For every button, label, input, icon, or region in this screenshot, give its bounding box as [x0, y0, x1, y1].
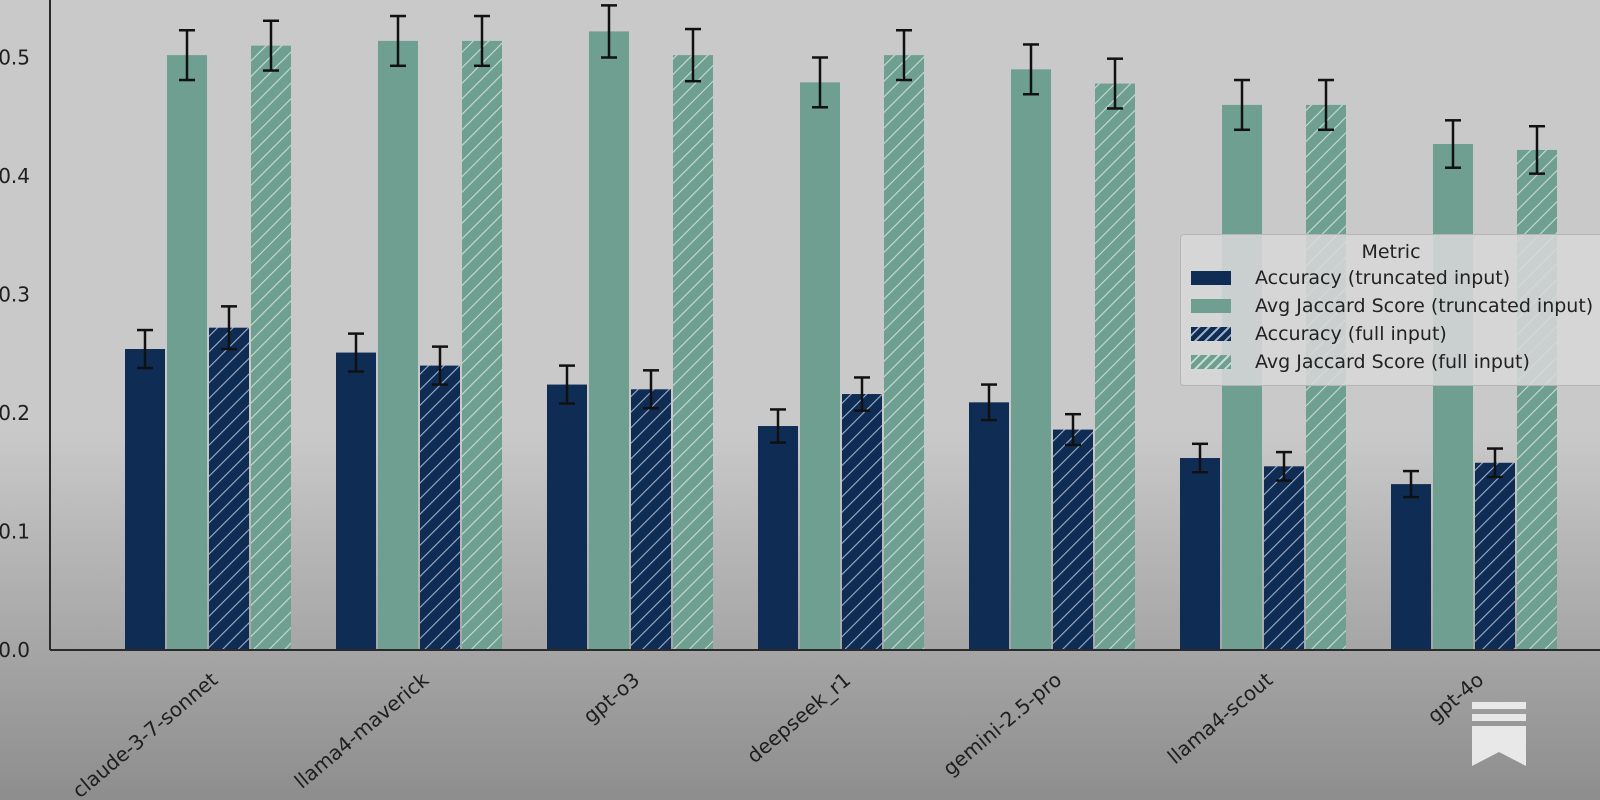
- legend-swatch: [1191, 271, 1231, 285]
- x-tick-label: llama4-scout: [1163, 667, 1278, 769]
- bar: [842, 394, 882, 650]
- error-bar: [1065, 412, 1081, 447]
- legend-item-jaccard-full: Avg Jaccard Score (full input): [1191, 349, 1600, 375]
- error-bar: [685, 27, 701, 83]
- error-bar: [1023, 43, 1039, 96]
- chart-legend: Metric Accuracy (truncated input) Avg Ja…: [1180, 234, 1600, 386]
- bar: [758, 426, 798, 650]
- bar: [1011, 69, 1051, 651]
- bar: [251, 45, 291, 650]
- bar: [673, 55, 713, 650]
- error-bar: [179, 28, 195, 82]
- bar: [167, 55, 207, 650]
- bar: [209, 327, 249, 650]
- error-bar: [432, 345, 448, 386]
- bar: [589, 31, 629, 651]
- error-bar: [263, 19, 279, 72]
- error-bar: [559, 364, 575, 405]
- error-bar: [1318, 78, 1334, 132]
- error-bar: [221, 305, 237, 351]
- bar: [1475, 462, 1515, 650]
- legend-label: Avg Jaccard Score (full input): [1255, 351, 1530, 373]
- bar: [1180, 458, 1220, 650]
- bar: [1053, 429, 1093, 650]
- error-bar: [1234, 78, 1250, 132]
- legend-item-accuracy-full: Accuracy (full input): [1191, 321, 1600, 347]
- error-bar: [1192, 442, 1208, 474]
- legend-swatch: [1191, 327, 1231, 341]
- error-bar: [770, 408, 786, 444]
- bar: [1433, 144, 1473, 650]
- error-bar: [1529, 124, 1545, 175]
- y-tick-label: 0.3: [0, 283, 30, 307]
- bar: [884, 55, 924, 650]
- bar: [800, 82, 840, 650]
- bookmark-stripes-icon: [1472, 702, 1526, 766]
- legend-swatch: [1191, 299, 1231, 313]
- error-bar: [474, 14, 490, 68]
- bar: [125, 349, 165, 650]
- bar: [462, 40, 502, 651]
- bar: [547, 384, 587, 650]
- bar: [1517, 149, 1557, 650]
- error-bar: [1487, 447, 1503, 479]
- legend-item-accuracy-truncated: Accuracy (truncated input): [1191, 265, 1600, 291]
- bar: [1264, 466, 1304, 650]
- y-tick-label: 0.4: [0, 164, 30, 188]
- error-bar: [981, 383, 997, 422]
- error-bar: [1403, 469, 1419, 499]
- x-tick-label: deepseek_r1: [742, 667, 855, 767]
- error-bar: [348, 332, 364, 373]
- x-tick-label: claude-3-7-sonnet: [68, 667, 223, 800]
- x-tick-label: gpt-o3: [578, 667, 644, 728]
- y-tick-label: 0.2: [0, 401, 30, 425]
- legend-title: Metric: [1361, 241, 1421, 263]
- legend-label: Avg Jaccard Score (truncated input): [1255, 295, 1594, 317]
- y-tick-label: 0.5: [0, 46, 30, 70]
- legend-label: Accuracy (truncated input): [1255, 267, 1511, 289]
- bar: [969, 402, 1009, 650]
- legend-label: Accuracy (full input): [1255, 323, 1447, 345]
- bar: [1095, 83, 1135, 650]
- error-bar: [854, 376, 870, 412]
- error-bar: [643, 369, 659, 410]
- error-bar: [390, 14, 406, 68]
- bar: [420, 365, 460, 650]
- bar: [1391, 484, 1431, 650]
- bar: [336, 352, 376, 650]
- error-bar: [1107, 57, 1123, 110]
- error-bar: [601, 4, 617, 59]
- x-tick-label: gemini-2.5-pro: [938, 667, 1066, 780]
- y-tick-label: 0.1: [0, 520, 30, 544]
- x-tick-label: llama4-maverick: [290, 667, 434, 793]
- error-bar: [1276, 450, 1292, 482]
- error-bar: [812, 56, 828, 109]
- legend-item-jaccard-truncated: Avg Jaccard Score (truncated input): [1191, 293, 1600, 319]
- legend-swatch: [1191, 355, 1231, 369]
- bar: [378, 40, 418, 651]
- y-tick-label: 0.0: [0, 638, 30, 662]
- bar: [631, 389, 671, 650]
- error-bar: [1445, 119, 1461, 169]
- error-bar: [137, 328, 153, 370]
- error-bar: [896, 28, 912, 82]
